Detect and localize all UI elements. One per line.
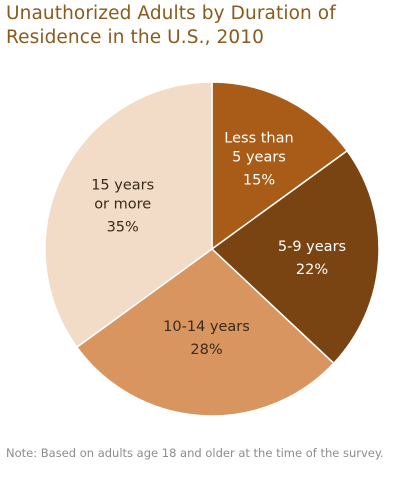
- pie-chart: Less than 5 years 15% 5-9 years 22% 10-14 yea…: [44, 81, 380, 417]
- slice-label-line: or more: [94, 197, 151, 213]
- chart-title: Unauthorized Adults by Duration of Resid…: [6, 3, 336, 48]
- slice-label-line: 15 years: [91, 178, 154, 194]
- slice-label-line: Less than: [224, 131, 293, 147]
- pie-slice-2: [75, 248, 335, 417]
- slice-label-0: Less than 5 years 15%: [224, 131, 293, 189]
- slice-label-3: 15 years or more 35%: [91, 178, 154, 236]
- slice-label-line: 5-9 years: [278, 239, 346, 255]
- slice-label-2: 10-14 years 28%: [163, 319, 250, 358]
- slice-value-label: 15%: [243, 173, 275, 189]
- slice-value-label: 22%: [296, 262, 328, 278]
- slice-value-label: 35%: [107, 220, 139, 236]
- slice-value-label: 28%: [190, 342, 222, 358]
- chart-note: Note: Based on adults age 18 and older a…: [6, 446, 384, 460]
- slice-label-line: 5 years: [232, 150, 286, 166]
- slice-label-1: 5-9 years 22%: [278, 239, 346, 278]
- pie-slice-1: [210, 149, 380, 365]
- pie-slice-0: [211, 81, 349, 251]
- slice-label-line: 10-14 years: [163, 319, 250, 335]
- pie-slice-3: [44, 81, 213, 349]
